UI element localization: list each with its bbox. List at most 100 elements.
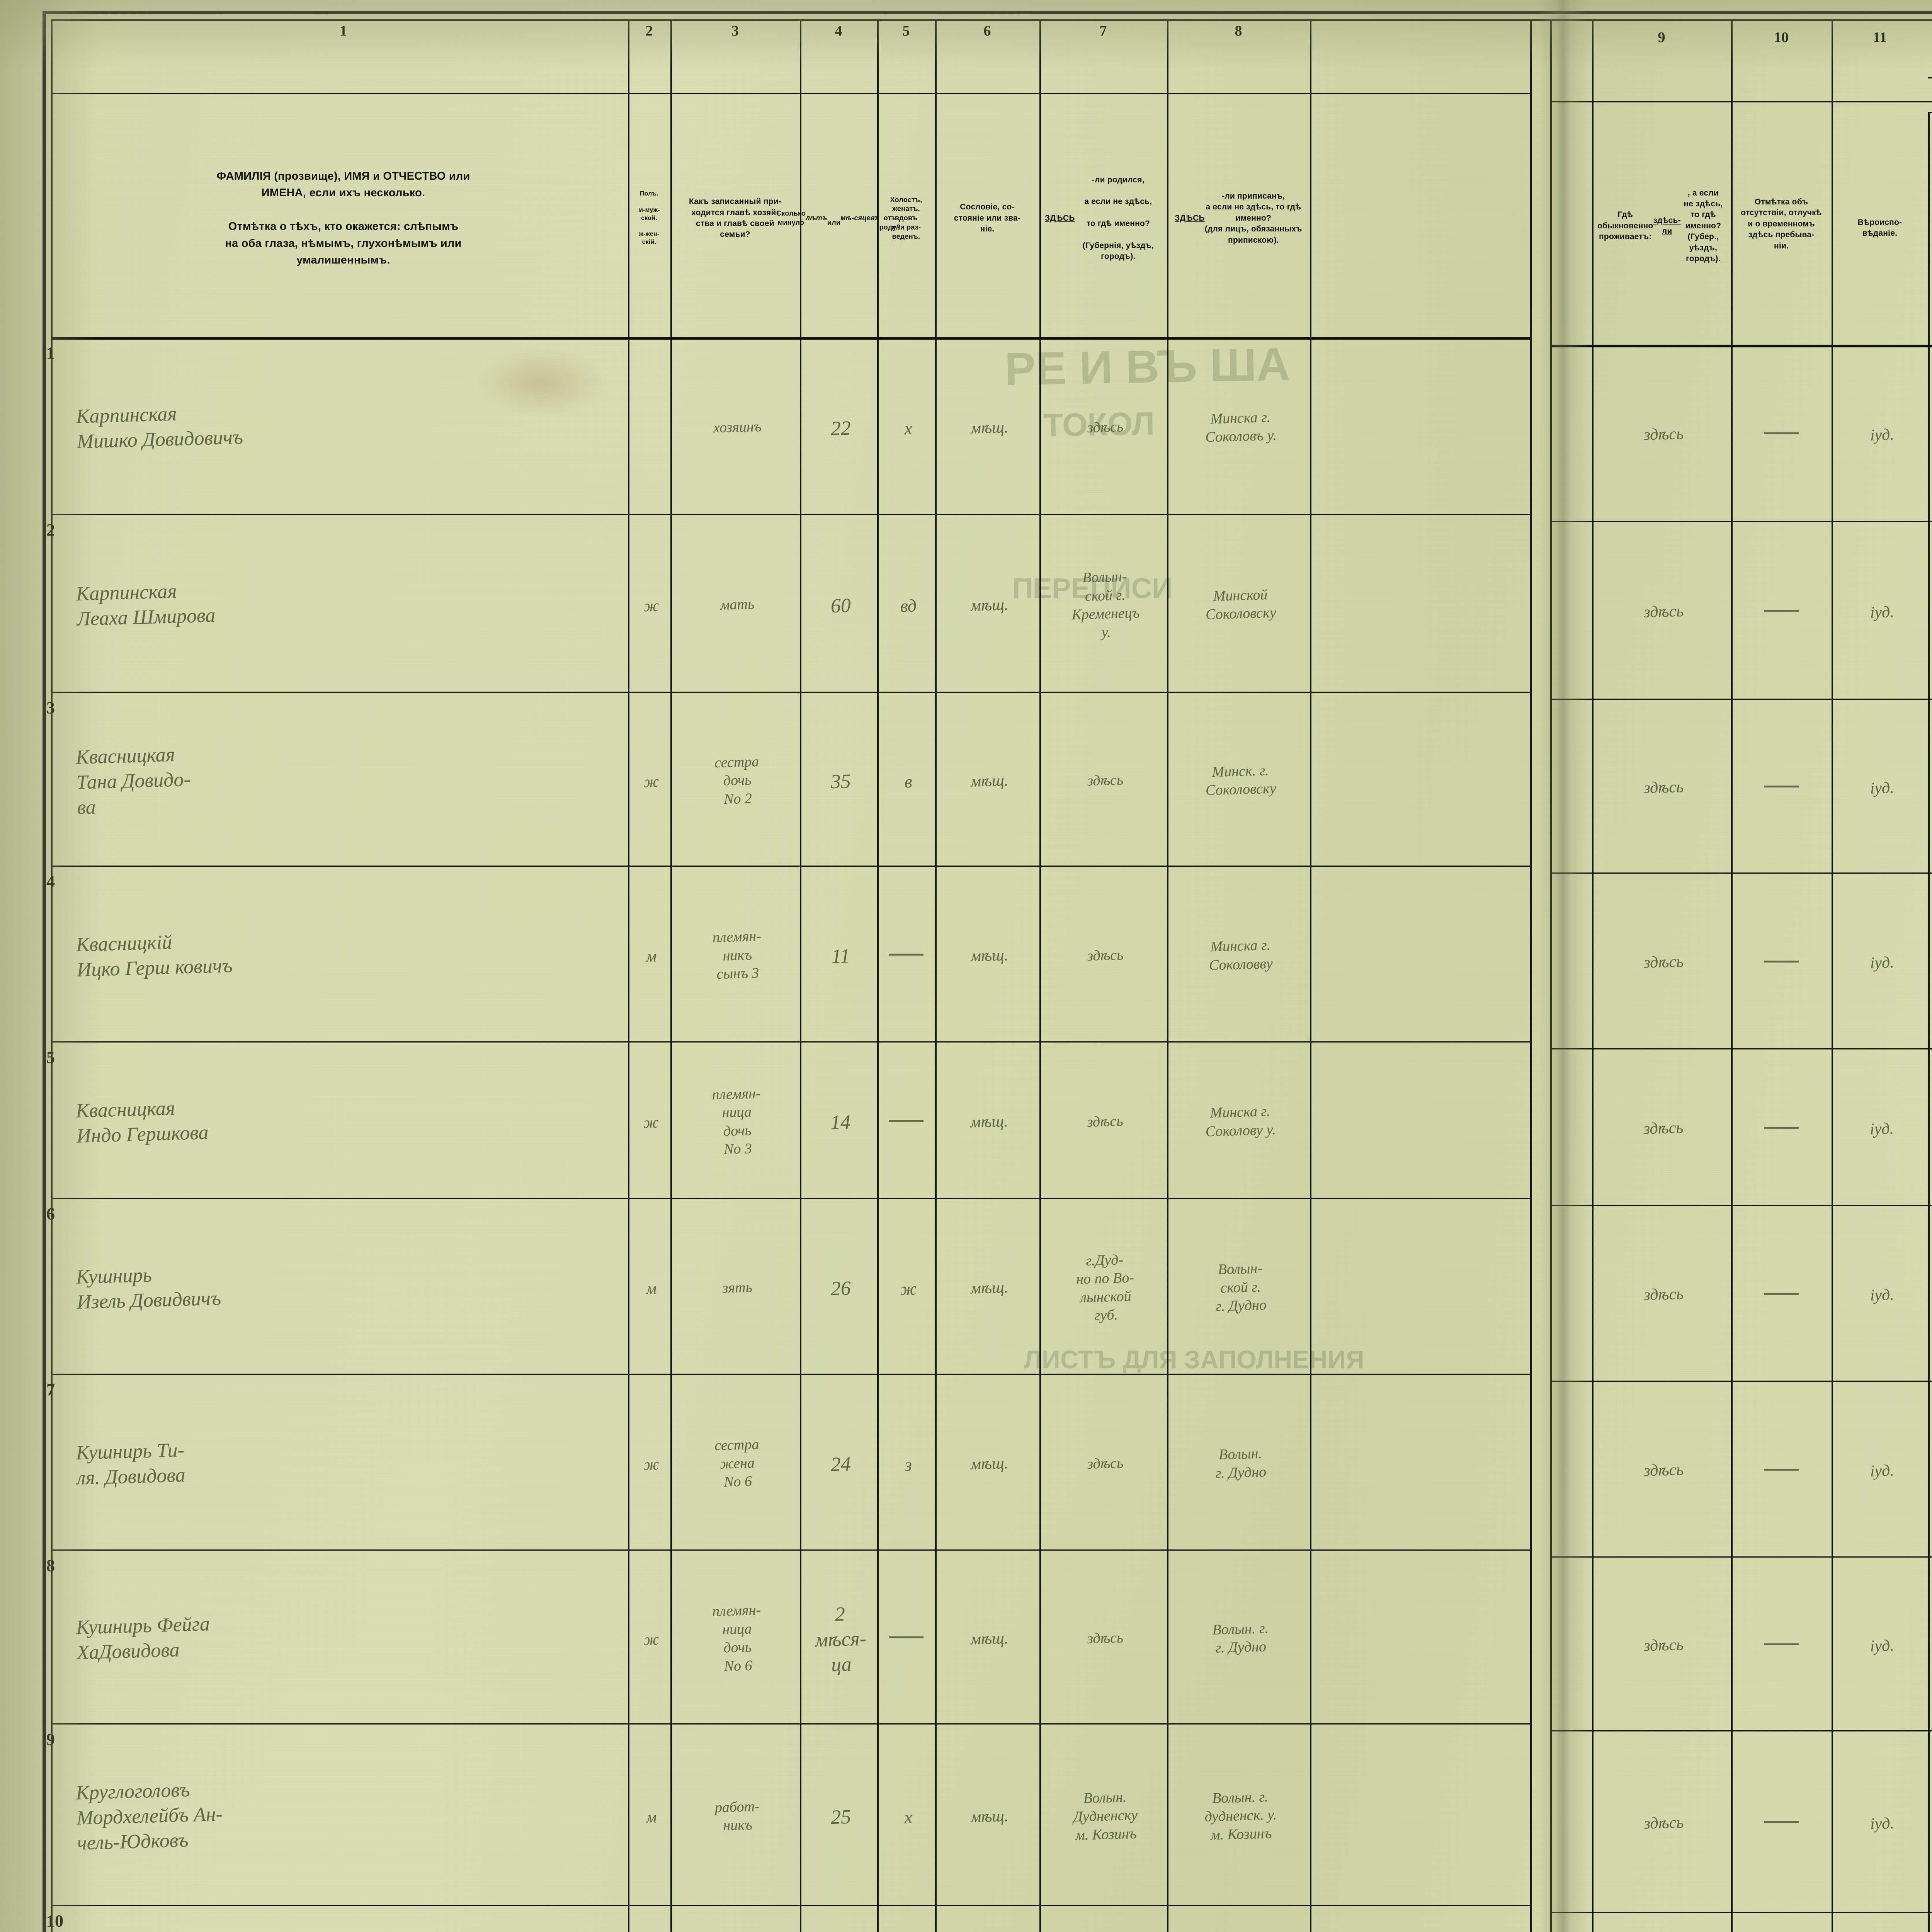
- row-4-relation: племян-никъ сынъ 3: [712, 928, 762, 983]
- row-9-sex: м: [646, 1808, 657, 1827]
- grid-vline: [1039, 19, 1041, 1932]
- grid-hline: [51, 692, 1530, 693]
- row-2-born: Волын-ской г. Кременецъ у.: [1071, 568, 1140, 641]
- row-number-2: 2: [46, 520, 55, 539]
- row-5-registered: Минска г. Соколову у.: [1205, 1103, 1276, 1140]
- column-header-2: Полъ. м-муж-ской. ж-жен-скій.: [638, 190, 660, 245]
- row-7-age: 24: [830, 1453, 851, 1476]
- row-1-name: Карпинская Мишко Довидовичъ: [76, 403, 243, 453]
- row-9-born: Волын. Дудненску м. Козинъ: [1073, 1789, 1138, 1844]
- row-9-name: Круглоголовъ Мордхелейбъ Ан-чель-Юдковъ: [75, 1779, 223, 1854]
- row-3-religion: іуд.: [1870, 779, 1895, 798]
- row-1-born: здѣсь: [1087, 418, 1124, 436]
- column-header-8: ЗДѢСЬ -ли приписанъ, а если не здѣсь, то г…: [1175, 192, 1302, 245]
- row-2-marital: вд: [900, 595, 917, 616]
- column-header-5: Холостъ, женатъ, вдовъ или раз-веденъ.: [890, 196, 922, 240]
- column-header-6: Сословіе, со-стояніе или зва-ніе.: [954, 202, 1021, 234]
- row-number-1: 1: [46, 344, 55, 362]
- grid-hline: [51, 93, 1530, 94]
- row-4-born: здѣсь: [1087, 947, 1124, 964]
- row-5-born: здѣсь: [1087, 1113, 1124, 1130]
- row-9-registered: Волын. г. дудненск. у. м. Козинъ: [1204, 1788, 1277, 1843]
- row-8-sex: ж: [643, 1630, 659, 1649]
- grid-vline: [1832, 19, 1833, 1932]
- row-10-relation: работ-никъ: [674, 1913, 801, 1932]
- grid-hline: [1550, 521, 1932, 522]
- column-number-8: 8: [1235, 23, 1242, 39]
- grid-vline: [800, 19, 801, 1932]
- row-4-sex: м: [646, 947, 657, 966]
- column-header-4: Сколькоминулолѣтъили мѣ-сяцевъотъ роду?: [776, 209, 901, 231]
- row-1-marital: х: [904, 418, 913, 439]
- column-header-7: ЗДѢСЬ -ли родился, а если не здѣсь, то гдѣ …: [1045, 175, 1154, 261]
- column-header-10: Отмѣтка объ отсутствіи, отлучкѣ и о времен…: [1741, 197, 1822, 250]
- grid-hline: [1550, 1912, 1932, 1913]
- row-number-8: 8: [46, 1556, 55, 1575]
- row-3-marital: в: [904, 772, 913, 792]
- grid-vline: [935, 19, 937, 1932]
- row-10-marital: х: [881, 1915, 936, 1932]
- column-number-2: 2: [645, 23, 653, 39]
- row-6-name: Кушнирь Изель Довидвичъ: [76, 1264, 221, 1313]
- row-3-absence-dash: [1764, 786, 1799, 787]
- row-3-resides: здѣсь: [1643, 778, 1684, 797]
- column-number-5: 5: [902, 23, 910, 39]
- row-5-sex: ж: [643, 1114, 659, 1132]
- row-number-10: 10: [46, 1912, 63, 1930]
- row-1-age: 22: [830, 417, 851, 440]
- column-number-10: 10: [1774, 29, 1789, 46]
- row-5-marital-dash: [889, 1119, 923, 1122]
- grid-hline: [1550, 1556, 1932, 1558]
- grid-hline: [51, 866, 1530, 867]
- grid-hline: [51, 1549, 1530, 1551]
- row-6-born: г.Дуд-но по Во-лынской губ.: [1076, 1251, 1134, 1324]
- row-5-name: Квасницкая Индо Гершкова: [75, 1097, 209, 1147]
- row-6-marital: ж: [900, 1279, 917, 1299]
- row-7-registered: Волын. г. Дудно: [1215, 1445, 1267, 1481]
- row-6-resides: здѣсь: [1643, 1285, 1684, 1304]
- row-6-sex: м: [646, 1280, 657, 1298]
- row-9-marital: х: [904, 1807, 913, 1827]
- row-6-absence-dash: [1764, 1293, 1799, 1295]
- row-4-registered: Минска г. Соколовву: [1209, 937, 1273, 973]
- row-8-name: Кушнирь Фейгa ХаДовидова: [76, 1613, 210, 1664]
- row-7-sex: ж: [643, 1456, 659, 1474]
- row-6-estate: мѣщ.: [970, 1279, 1009, 1298]
- grid-hline: [1550, 1048, 1932, 1049]
- row-8-marital-dash: [889, 1636, 923, 1638]
- grid-hline: [1550, 872, 1932, 874]
- row-8-born: здѣсь: [1087, 1629, 1124, 1647]
- grid-hline: [51, 1198, 1530, 1199]
- row-5-estate: мѣщ.: [970, 1112, 1009, 1132]
- row-1-registered: Минска г. Соколовъ у.: [1205, 409, 1277, 446]
- row-10-sex: м: [632, 1915, 671, 1932]
- row-1-estate: мѣщ.: [970, 418, 1009, 437]
- row-5-relation: племян-ница дочь No 3: [712, 1085, 761, 1158]
- column-number-3: 3: [731, 23, 739, 39]
- row-3-name: Квасницкая Тана Довидо-ва: [75, 743, 191, 819]
- grid-vline: [670, 19, 672, 1932]
- row-2-name: Карпинская Леаха Шмирова: [76, 580, 216, 630]
- row-8-resides: здѣсь: [1643, 1636, 1684, 1655]
- row-9-religion: іуд.: [1870, 1814, 1895, 1833]
- row-5-resides: здѣсь: [1643, 1119, 1684, 1138]
- row-number-6: 6: [46, 1204, 55, 1223]
- column-header-11: Вѣроиспо-вѣданіе.: [1857, 218, 1902, 238]
- row-2-resides: здѣсь: [1643, 602, 1684, 621]
- grid-vline-fold-left: [1530, 19, 1532, 1932]
- row-10-estate: мѣщ.: [939, 1914, 1040, 1932]
- row-10-registered: Волын. г.Записк. у.м. Красно-ставъ: [1171, 1913, 1311, 1932]
- row-6-relation: зять: [722, 1279, 753, 1296]
- grid-hline: [51, 514, 1530, 515]
- row-7-resides: здѣсь: [1643, 1461, 1684, 1480]
- grid-hline: [51, 1905, 1530, 1906]
- row-2-religion: іуд.: [1870, 603, 1895, 622]
- row-8-estate: мѣщ.: [970, 1629, 1009, 1648]
- row-6-religion: іуд.: [1870, 1286, 1895, 1304]
- row-5-absence-dash: [1764, 1126, 1799, 1129]
- row-2-sex: ж: [643, 597, 660, 615]
- row-2-age: 60: [830, 594, 851, 617]
- row-1-resides: здѣсь: [1643, 425, 1684, 444]
- column-number-6: 6: [983, 23, 991, 39]
- column-number-7: 7: [1099, 23, 1107, 39]
